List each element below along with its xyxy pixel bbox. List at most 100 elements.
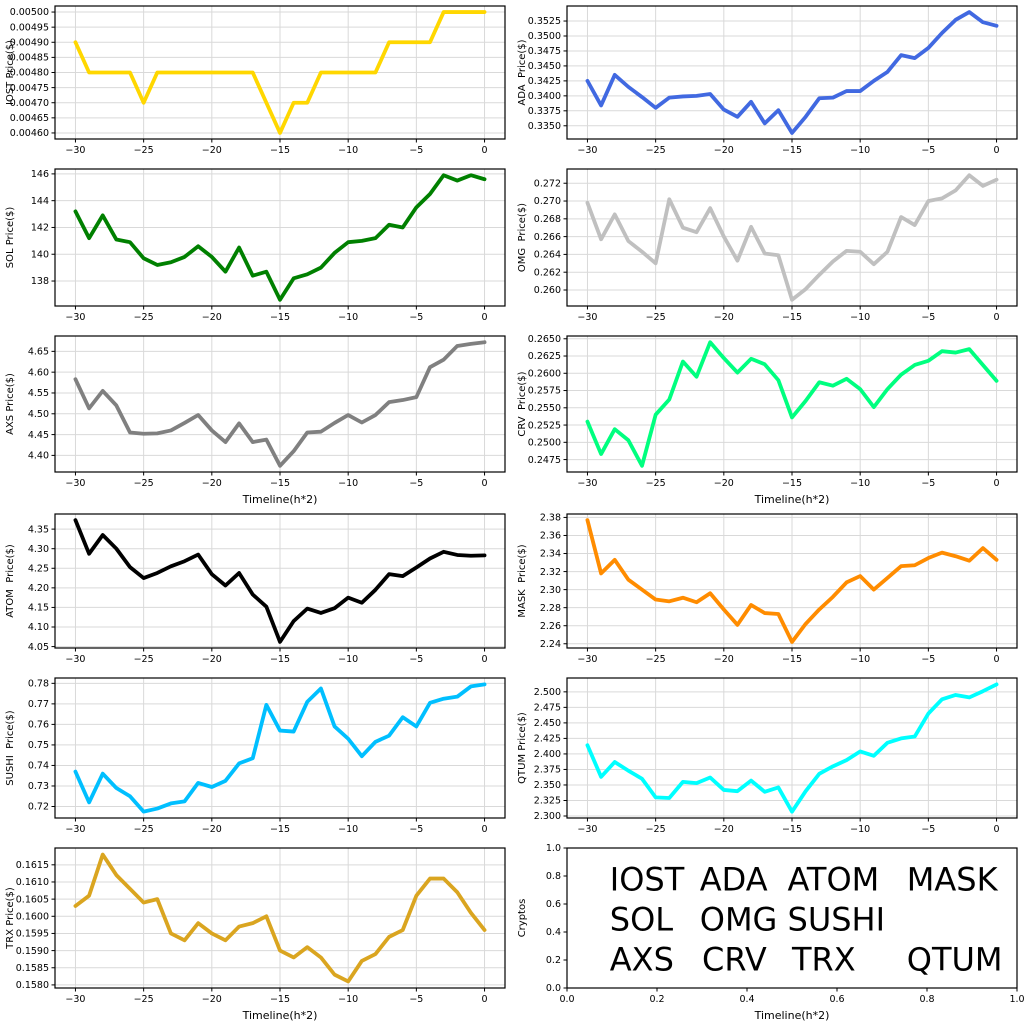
legend-panel: 0.0 0.2 0.4 0.6 0.8 1.0 0.0 0.2 0.4 0.6 0.8 1.0 Cryp…	[512, 842, 1024, 1024]
x-tick-label: −5	[921, 824, 935, 835]
chart-sushi-svg: −30 −25 −20 −15 −10 −5 0 0.72 0.73 0.74 0.75 0.76 0.…	[5, 677, 506, 835]
x-tick-label: −20	[714, 312, 734, 323]
x-tick-label: 0.4	[739, 994, 754, 1005]
x-tick-label: −30	[577, 145, 597, 156]
y-tick-label: 0.73	[28, 781, 49, 792]
x-tick-label: −10	[338, 478, 358, 489]
x-tick-label: −30	[577, 478, 597, 489]
y-tick-label: 0.1585	[16, 963, 49, 974]
subplot-iost: −30 −25 −20 −15 −10 −5 0 0.00460 0.00465 0.00470 0…	[0, 0, 512, 163]
x-tick-label: −5	[409, 654, 423, 665]
price-line-ada	[585, 10, 999, 135]
x-tick-label: −10	[850, 145, 870, 156]
x-tick-label: 0	[482, 994, 488, 1005]
y-tick-label: 2.30	[540, 585, 561, 596]
x-tick-label: −25	[646, 654, 666, 665]
y-tick-label: 0.1615	[16, 860, 49, 871]
x-tick-label: −15	[270, 312, 290, 323]
x-tick-label: −25	[646, 478, 666, 489]
x-tick-label: 0	[994, 478, 1000, 489]
y-axis-label: SUSHI Price($)	[5, 710, 16, 785]
y-axis-label: CRV Price($)	[517, 371, 528, 436]
y-tick-label: 0.75	[28, 740, 49, 751]
price-line-qtum	[585, 682, 999, 814]
y-tick-label: 0.3450	[528, 61, 561, 72]
subplot-mask: −30 −25 −20 −15 −10 −5 0 2.24 2.26 2.28 2.30 2.32 2.…	[512, 508, 1024, 672]
y-tick-label: 2.425	[534, 734, 561, 745]
y-tick-label: 4.60	[28, 367, 49, 378]
x-tick-label: −10	[850, 824, 870, 835]
x-tick-label: −30	[577, 654, 597, 665]
chart-mask-svg: −30 −25 −20 −15 −10 −5 0 2.24 2.26 2.28 2.30 2.32 2.…	[517, 513, 1018, 665]
y-axis-label: ADA Price($)	[517, 39, 528, 105]
x-tick-label: −25	[134, 824, 154, 835]
y-tick-label: 0.2475	[528, 455, 561, 466]
price-line-iost	[73, 10, 487, 135]
y-axis-label: TRX Price($)	[5, 887, 16, 950]
chart-omg-svg: −30 −25 −20 −15 −10 −5 0 0.260 0.262 0.264 0.266 0.…	[517, 168, 1018, 323]
x-tick-label: 0	[482, 824, 488, 835]
x-tick-label: −5	[921, 478, 935, 489]
y-tick-label: 0.1580	[16, 980, 49, 991]
y-tick-label: 2.325	[534, 796, 561, 807]
y-axis-label: QTUM Price($)	[517, 712, 528, 784]
x-tick-label: −15	[782, 824, 802, 835]
chart-ada-svg: −30 −25 −20 −15 −10 −5 0 0.3350 0.3375 0.3400 0.34…	[517, 5, 1018, 156]
y-axis-label: OMG Price($)	[517, 203, 528, 272]
y-tick-label: 0.260	[534, 285, 561, 296]
x-tick-label: −10	[338, 824, 358, 835]
y-tick-label: 4.25	[28, 563, 49, 574]
x-tick-label: −15	[270, 654, 290, 665]
y-tick-label: 0.1590	[16, 946, 49, 957]
x-axis-label: Timeline(h*2)	[242, 493, 318, 506]
y-tick-label: 142	[31, 223, 49, 234]
x-tick-label: −5	[409, 145, 423, 156]
x-tick-label: −25	[646, 145, 666, 156]
y-tick-label: 4.35	[28, 524, 49, 535]
x-tick-label: 0	[994, 654, 1000, 665]
x-tick-label: 0.0	[559, 994, 574, 1005]
y-tick-label: 2.24	[540, 639, 561, 650]
x-tick-label: 0	[994, 824, 1000, 835]
y-tick-label: 0.00470	[10, 98, 49, 109]
subplot-atom: −30 −25 −20 −15 −10 −5 0 4.05 4.10 4.15 4.20 4.25 4.…	[0, 508, 512, 672]
y-tick-label: 2.300	[534, 811, 561, 822]
legend-entry-sol: SOL	[610, 900, 674, 938]
subplot-qtum: −30 −25 −20 −15 −10 −5 0 2.300 2.325 2.350 2.375 2.…	[512, 672, 1024, 842]
y-tick-label: 0.74	[28, 761, 49, 772]
chart-iost-svg: −30 −25 −20 −15 −10 −5 0 0.00460 0.00465 0.00470 0…	[5, 5, 506, 156]
price-line-trx	[73, 852, 487, 984]
x-tick-label: −10	[338, 654, 358, 665]
x-tick-label: −10	[850, 654, 870, 665]
y-tick-label: 2.28	[540, 603, 561, 614]
y-tick-label: 2.26	[540, 621, 561, 632]
x-tick-label: −15	[782, 478, 802, 489]
y-tick-label: 4.15	[28, 603, 49, 614]
x-tick-label: −20	[714, 478, 734, 489]
x-tick-label: −15	[270, 824, 290, 835]
price-line-mask	[585, 518, 999, 644]
x-tick-label: 0	[482, 654, 488, 665]
x-tick-label: −30	[65, 994, 85, 1005]
chart-sol-svg: −30 −25 −20 −15 −10 −5 0 138 140 142 144 146 SOL Pri…	[5, 168, 506, 323]
x-tick-label: −10	[850, 478, 870, 489]
y-tick-label: 0.270	[534, 196, 561, 207]
x-axis-label: Timeline(h*2)	[242, 1009, 318, 1022]
x-tick-label: −20	[714, 654, 734, 665]
y-tick-label: 4.65	[28, 347, 49, 358]
y-tick-label: 0.77	[28, 699, 49, 710]
y-tick-label: 0.00480	[10, 68, 49, 79]
y-tick-label: 2.32	[540, 567, 561, 578]
y-tick-label: 2.36	[540, 531, 561, 542]
x-tick-label: −30	[65, 312, 85, 323]
legend-x-axis-label: Timeline(h*2)	[754, 1009, 830, 1022]
y-tick-label: 0.2650	[528, 334, 561, 345]
y-tick-label: 138	[31, 276, 49, 287]
x-tick-label: −20	[202, 312, 222, 323]
y-tick-label: 4.05	[28, 642, 49, 653]
y-tick-label: 0.6	[546, 899, 561, 910]
y-axis-label: ATOM Price($)	[5, 544, 16, 618]
x-tick-label: 1.0	[1009, 994, 1024, 1005]
y-tick-label: 0.72	[28, 802, 49, 813]
